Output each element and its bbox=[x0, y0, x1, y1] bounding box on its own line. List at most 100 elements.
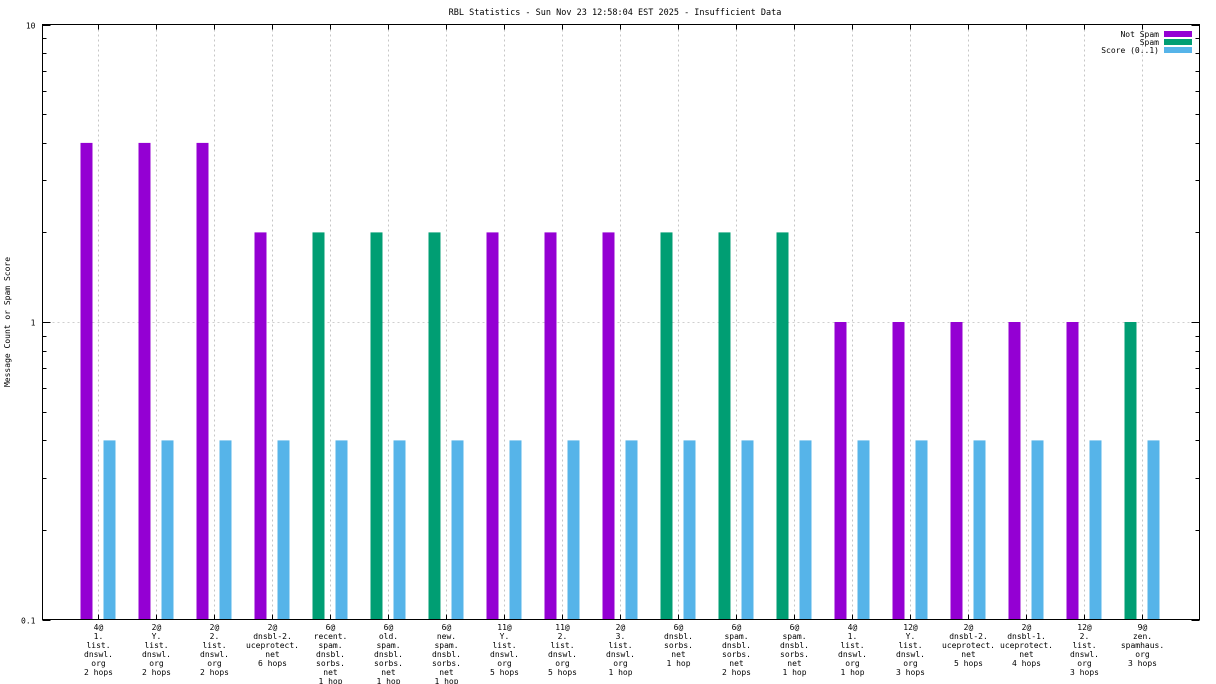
bar-not-spam bbox=[950, 322, 963, 620]
x-tick-label-line: dnsbl. bbox=[664, 632, 693, 641]
bar-not-spam bbox=[892, 322, 905, 620]
y-tick-label: 10 bbox=[26, 22, 36, 31]
bar-spam bbox=[776, 232, 789, 620]
x-tick-label: 2@ dnsbl-1. uceprotect. net 4 hops bbox=[1000, 623, 1053, 668]
x-tick-label-line: 1 hop bbox=[608, 668, 632, 677]
x-tick-label-line: org bbox=[1077, 659, 1092, 668]
x-tick-label-line: net bbox=[787, 659, 802, 668]
bar-not-spam bbox=[80, 142, 93, 620]
x-tick-label-line: dnsbl. bbox=[374, 650, 403, 659]
bar-spam bbox=[428, 232, 441, 620]
x-tick-label-line: list. bbox=[86, 641, 110, 650]
x-tick-label-line: sorbs. bbox=[780, 650, 809, 659]
bar-score-0-1 bbox=[393, 440, 406, 620]
x-tick-label-line: dnswl. bbox=[838, 650, 867, 659]
x-tick-label-line: dnsbl. bbox=[432, 650, 461, 659]
x-tick-label-line: spam. bbox=[376, 641, 400, 650]
x-tick-label-line: 9@ bbox=[1138, 623, 1148, 632]
x-tick-label-line: 3 hops bbox=[1070, 668, 1099, 677]
x-tick-label: 6@ recent. spam. dnsbl. sorbs. net 1 hop bbox=[314, 623, 348, 684]
x-tick-label-line: 1 hop bbox=[666, 659, 690, 668]
x-tick-label-line: list. bbox=[550, 641, 574, 650]
x-tick-label-line: dnswl. bbox=[490, 650, 519, 659]
bar-score-0-1 bbox=[1089, 440, 1102, 620]
x-tick-label: 4@ 1. list. dnswl. org 1 hop bbox=[838, 623, 867, 677]
x-tick-label-line: dnswl. bbox=[606, 650, 635, 659]
x-tick-label: 9@ zen. spamhaus. org 3 hops bbox=[1121, 623, 1164, 668]
x-tick-label-line: 2 hops bbox=[200, 668, 229, 677]
x-tick-label-line: 3 hops bbox=[896, 668, 925, 677]
y-tick-label: 0.1 bbox=[21, 617, 36, 626]
x-tick-label-line: spam. bbox=[318, 641, 342, 650]
x-tick-label-line: 5 hops bbox=[548, 668, 577, 677]
x-tick-label-line: 3 hops bbox=[1128, 659, 1157, 668]
x-tick-label-line: 2. bbox=[210, 632, 220, 641]
x-tick-label-line: 6@ bbox=[674, 623, 684, 632]
bars-layer bbox=[80, 142, 1160, 620]
x-tick-label-line: org bbox=[845, 659, 860, 668]
x-tick-label-line: net bbox=[265, 650, 280, 659]
x-tick-label-line: spam. bbox=[782, 632, 806, 641]
x-tick-label-line: 2@ bbox=[616, 623, 626, 632]
bar-not-spam bbox=[1008, 322, 1021, 620]
x-tick-label-line: dnsbl. bbox=[316, 650, 345, 659]
x-tick-label: 11@ Y. list. dnswl. org 5 hops bbox=[490, 623, 519, 677]
x-tick-label-line: sorbs. bbox=[316, 659, 345, 668]
x-tick-label-line: org bbox=[207, 659, 222, 668]
bar-score-0-1 bbox=[741, 440, 754, 620]
x-tick-label-line: dnsbl-2. bbox=[949, 632, 988, 641]
x-tick-label-line: net bbox=[1019, 650, 1034, 659]
x-tick-label: 12@ 2. list. dnswl. org 3 hops bbox=[1070, 623, 1099, 677]
bar-score-0-1 bbox=[799, 440, 812, 620]
x-tick-label-line: list. bbox=[840, 641, 864, 650]
x-tick-label-line: org bbox=[1135, 650, 1150, 659]
x-tick-label: 2@ 2. list. dnswl. org 2 hops bbox=[200, 623, 229, 677]
x-tick-label-line: 6@ bbox=[326, 623, 336, 632]
x-tick-label-line: 6@ bbox=[790, 623, 800, 632]
x-tick-label: 11@ 2. list. dnswl. org 5 hops bbox=[548, 623, 577, 677]
x-tick-label-line: org bbox=[555, 659, 570, 668]
bar-score-0-1 bbox=[973, 440, 986, 620]
x-tick-label-line: dnsbl. bbox=[780, 641, 809, 650]
x-tick-label-line: org bbox=[91, 659, 106, 668]
x-tick-label-line: 6@ bbox=[732, 623, 742, 632]
x-tick-label-line: uceprotect. bbox=[246, 641, 299, 650]
x-tick-label-line: net bbox=[729, 659, 744, 668]
bar-score-0-1 bbox=[567, 440, 580, 620]
x-tick-label-line: spamhaus. bbox=[1121, 641, 1164, 650]
x-tick-label-line: spam. bbox=[724, 632, 748, 641]
x-tick-label-line: old. bbox=[379, 632, 398, 641]
x-tick-label-line: 11@ bbox=[497, 623, 512, 632]
grid-layer bbox=[42, 24, 1200, 620]
x-tick-label-line: org bbox=[497, 659, 512, 668]
bar-score-0-1 bbox=[1147, 440, 1160, 620]
bar-score-0-1 bbox=[857, 440, 870, 620]
x-tick-label-line: sorbs. bbox=[374, 659, 403, 668]
x-tick-label-line: 2@ bbox=[964, 623, 974, 632]
x-tick-label-line: 2 hops bbox=[84, 668, 113, 677]
legend-swatch bbox=[1164, 47, 1192, 53]
x-tick-label-line: 2 hops bbox=[142, 668, 171, 677]
bar-not-spam bbox=[486, 232, 499, 620]
x-tick-label-line: list. bbox=[1072, 641, 1096, 650]
x-tick-label-line: 6 hops bbox=[258, 659, 287, 668]
bar-spam bbox=[718, 232, 731, 620]
x-tick-label-line: 2@ bbox=[1022, 623, 1032, 632]
x-tick-label: 2@ Y. list. dnswl. org 2 hops bbox=[142, 623, 171, 677]
x-tick-label-line: sorbs. bbox=[722, 650, 751, 659]
bar-spam bbox=[370, 232, 383, 620]
x-tick-label-line: dnsbl-1. bbox=[1007, 632, 1046, 641]
x-tick-label-line: recent. bbox=[314, 632, 348, 641]
bar-score-0-1 bbox=[915, 440, 928, 620]
x-tick-label-line: 6@ bbox=[442, 623, 452, 632]
bar-not-spam bbox=[1066, 322, 1079, 620]
bar-not-spam bbox=[834, 322, 847, 620]
bar-not-spam bbox=[196, 142, 209, 620]
chart-title: RBL Statistics - Sun Nov 23 12:58:04 EST… bbox=[449, 8, 782, 18]
bar-score-0-1 bbox=[683, 440, 696, 620]
legend-swatch bbox=[1164, 31, 1192, 37]
x-tick-label-line: zen. bbox=[1133, 632, 1152, 641]
x-tick-label-line: net bbox=[323, 668, 338, 677]
x-tick-label-line: list. bbox=[202, 641, 226, 650]
x-tick-label-line: 1 hop bbox=[376, 677, 400, 684]
